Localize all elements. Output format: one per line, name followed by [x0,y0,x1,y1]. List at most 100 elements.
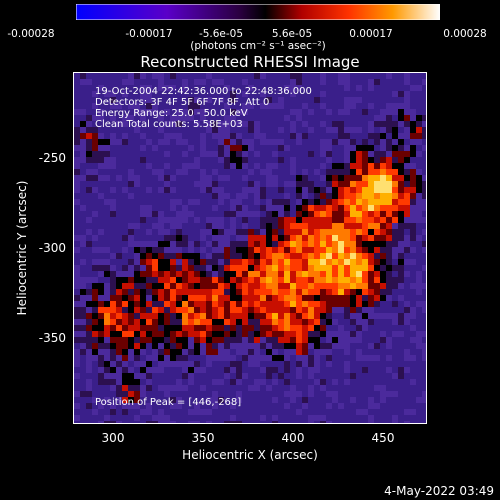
image-pixel [284,253,290,259]
image-pixel [140,115,146,121]
image-pixel [200,367,206,373]
image-pixel [296,259,302,265]
image-pixel [224,121,230,127]
image-pixel [380,259,386,265]
image-pixel [182,169,188,175]
image-pixel [80,205,86,211]
image-pixel [374,85,380,91]
image-pixel [182,193,188,199]
image-pixel [278,343,284,349]
image-pixel [128,271,134,277]
image-pixel [92,115,98,121]
image-pixel [302,157,308,163]
image-pixel [188,247,194,253]
image-pixel [158,307,164,313]
image-pixel [416,247,422,253]
image-pixel [350,229,356,235]
image-pixel [362,253,368,259]
image-pixel [230,295,236,301]
image-pixel [236,391,242,397]
image-pixel [362,289,368,295]
image-pixel [242,253,248,259]
image-pixel [260,373,266,379]
image-pixel [170,301,176,307]
image-pixel [134,199,140,205]
image-pixel [320,313,326,319]
image-pixel [410,307,416,313]
image-pixel [320,247,326,253]
image-pixel [212,265,218,271]
image-pixel [170,271,176,277]
image-pixel [200,217,206,223]
image-pixel [314,187,320,193]
image-pixel [98,349,104,355]
image-pixel [230,181,236,187]
image-pixel [230,409,236,415]
image-pixel [410,415,416,421]
image-pixel [380,199,386,205]
image-pixel [392,373,398,379]
image-pixel [272,307,278,313]
image-pixel [110,307,116,313]
image-pixel [272,193,278,199]
image-pixel [278,169,284,175]
image-pixel [164,223,170,229]
image-pixel [158,133,164,139]
image-pixel [140,361,146,367]
image-pixel [368,337,374,343]
image-pixel [392,145,398,151]
image-pixel [356,73,362,79]
image-pixel [92,169,98,175]
image-pixel [104,301,110,307]
image-pixel [422,151,426,157]
image-pixel [224,145,230,151]
image-pixel [272,235,278,241]
image-pixel [356,151,362,157]
image-pixel [266,217,272,223]
image-pixel [314,367,320,373]
image-pixel [188,109,194,115]
image-pixel [230,163,236,169]
image-pixel [176,373,182,379]
image-pixel [260,415,266,421]
image-pixel [338,229,344,235]
image-pixel [140,109,146,115]
image-pixel [266,79,272,85]
image-pixel [248,103,254,109]
image-pixel [290,121,296,127]
image-pixel [152,217,158,223]
image-pixel [248,289,254,295]
image-pixel [248,391,254,397]
image-pixel [248,229,254,235]
image-pixel [194,217,200,223]
image-pixel [374,367,380,373]
image-pixel [248,337,254,343]
image-pixel [404,397,410,403]
image-pixel [116,247,122,253]
image-pixel [218,295,224,301]
image-pixel [314,391,320,397]
image-pixel [386,289,392,295]
image-pixel [284,325,290,331]
image-pixel [242,271,248,277]
image-pixel [416,373,422,379]
image-pixel [410,211,416,217]
image-pixel [104,217,110,223]
image-pixel [98,379,104,385]
image-pixel [122,259,128,265]
image-pixel [284,169,290,175]
image-pixel [296,325,302,331]
image-pixel [398,277,404,283]
image-pixel [206,139,212,145]
image-pixel [410,367,416,373]
image-pixel [206,223,212,229]
image-pixel [236,169,242,175]
image-pixel [380,139,386,145]
image-pixel [104,85,110,91]
image-pixel [164,85,170,91]
image-pixel [158,187,164,193]
image-pixel [410,355,416,361]
image-pixel [116,325,122,331]
image-pixel [200,241,206,247]
image-pixel [266,91,272,97]
